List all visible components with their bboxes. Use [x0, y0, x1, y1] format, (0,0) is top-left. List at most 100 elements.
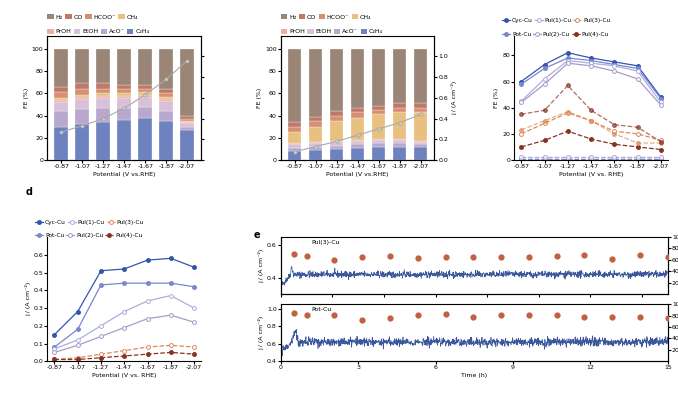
Point: [523, 254, 534, 260]
Point: [288, 310, 299, 316]
Bar: [288, 143, 302, 145]
Bar: [288, 148, 302, 151]
Point: [523, 312, 534, 318]
Point: [288, 251, 299, 257]
Bar: [54, 111, 68, 127]
Bar: [330, 142, 344, 146]
Bar: [309, 146, 323, 150]
Point: [662, 315, 673, 321]
X-axis label: Potential (V vs. RHE): Potential (V vs. RHE): [559, 172, 623, 177]
Bar: [54, 98, 68, 100]
Bar: [180, 123, 194, 127]
Bar: [180, 127, 194, 130]
Bar: [393, 49, 406, 103]
Bar: [159, 111, 173, 121]
Bar: [414, 49, 427, 103]
Text: e: e: [254, 230, 260, 240]
Point: [607, 314, 618, 320]
Bar: [288, 132, 302, 143]
Bar: [351, 148, 365, 160]
Bar: [159, 93, 173, 97]
Bar: [75, 89, 89, 94]
Bar: [351, 108, 365, 112]
Bar: [309, 121, 323, 127]
Bar: [414, 146, 427, 160]
Bar: [351, 141, 365, 145]
Y-axis label: j / (A cm⁻²): j / (A cm⁻²): [258, 316, 264, 350]
Bar: [180, 121, 194, 122]
Bar: [54, 93, 68, 98]
Bar: [393, 112, 406, 139]
Bar: [330, 49, 344, 111]
Bar: [330, 121, 344, 141]
Bar: [372, 139, 386, 140]
Bar: [288, 145, 302, 148]
Bar: [288, 127, 302, 132]
Bar: [75, 97, 89, 99]
Bar: [117, 120, 131, 160]
Bar: [96, 98, 110, 108]
Bar: [351, 112, 365, 118]
Bar: [330, 146, 344, 149]
Bar: [117, 89, 131, 93]
Bar: [330, 111, 344, 116]
Bar: [372, 143, 386, 146]
Bar: [96, 122, 110, 160]
Bar: [393, 140, 406, 143]
Bar: [351, 145, 365, 148]
X-axis label: Potential (V vs. RHE): Potential (V vs. RHE): [92, 373, 157, 378]
Bar: [351, 118, 365, 140]
Bar: [309, 117, 323, 121]
Bar: [180, 49, 194, 116]
Bar: [117, 108, 131, 120]
Y-axis label: j / (A cm⁻²): j / (A cm⁻²): [258, 249, 264, 283]
Bar: [96, 96, 110, 98]
Bar: [351, 140, 365, 141]
Bar: [288, 151, 302, 160]
Bar: [351, 49, 365, 108]
Bar: [54, 87, 68, 93]
Point: [468, 314, 479, 320]
Legend: Pot-Cu, Pul(2)-Cu, Pul(4)-Cu: Pot-Cu, Pul(2)-Cu, Pul(4)-Cu: [502, 32, 609, 37]
Bar: [414, 142, 427, 145]
Bar: [330, 116, 344, 121]
Point: [607, 255, 618, 262]
Bar: [180, 119, 194, 121]
Point: [496, 312, 506, 318]
Bar: [138, 85, 152, 89]
Point: [468, 254, 479, 260]
Bar: [96, 93, 110, 96]
Text: d: d: [26, 187, 33, 197]
Bar: [138, 97, 152, 107]
Point: [412, 312, 423, 318]
Text: Pul(3)-Cu: Pul(3)-Cu: [312, 240, 340, 245]
Point: [635, 252, 645, 258]
Bar: [54, 49, 68, 87]
Y-axis label: FE (%): FE (%): [494, 88, 500, 108]
Bar: [330, 149, 344, 160]
Bar: [96, 83, 110, 89]
Bar: [393, 108, 406, 112]
Bar: [117, 49, 131, 85]
Bar: [75, 99, 89, 109]
Bar: [159, 97, 173, 99]
Point: [440, 311, 451, 317]
Bar: [159, 49, 173, 89]
Bar: [288, 122, 302, 127]
Bar: [159, 101, 173, 111]
Bar: [54, 127, 68, 160]
X-axis label: Time (h): Time (h): [461, 373, 487, 378]
Point: [329, 256, 340, 263]
Legend: Pot-Cu, Pul(2)-Cu, Pul(4)-Cu: Pot-Cu, Pul(2)-Cu, Pul(4)-Cu: [35, 233, 142, 238]
Bar: [288, 49, 302, 122]
Legend: PrOH, EtOH, AcO⁻, C₂H₄: PrOH, EtOH, AcO⁻, C₂H₄: [47, 29, 149, 35]
Bar: [117, 85, 131, 89]
Point: [496, 254, 506, 260]
Bar: [372, 114, 386, 139]
Bar: [372, 146, 386, 160]
Bar: [117, 96, 131, 98]
Point: [357, 316, 367, 323]
Bar: [414, 112, 427, 141]
Point: [384, 314, 395, 321]
Bar: [75, 83, 89, 89]
